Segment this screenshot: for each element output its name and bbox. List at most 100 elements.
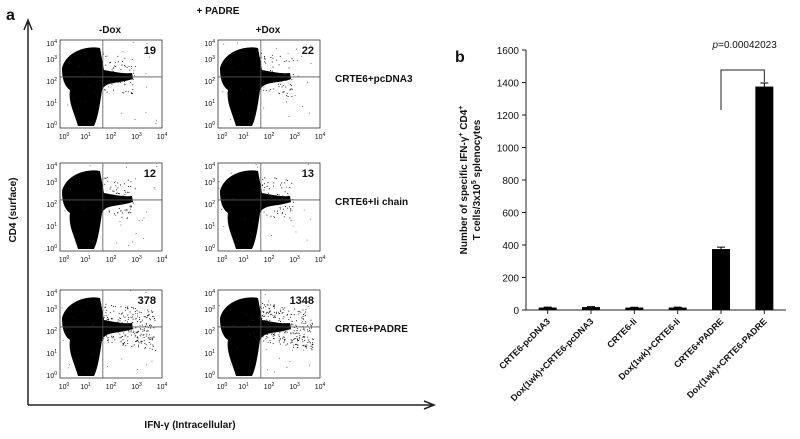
event-dot xyxy=(145,344,147,346)
event-dot xyxy=(282,336,284,338)
event-dot xyxy=(101,339,103,341)
event-dot xyxy=(108,323,110,325)
tick-base: 10 xyxy=(59,134,67,141)
event-dot xyxy=(151,310,152,312)
event-dot xyxy=(150,319,151,321)
axis-line xyxy=(525,50,786,311)
event-dot xyxy=(304,315,306,316)
event-dot xyxy=(128,186,129,187)
event-dot xyxy=(131,322,133,324)
event-dot xyxy=(282,85,284,87)
event-dot xyxy=(303,336,305,338)
event-dot xyxy=(266,71,268,73)
annotation-symbol: p xyxy=(712,40,719,51)
event-dot xyxy=(267,341,269,343)
tick-label: 103 xyxy=(131,132,142,141)
event-dot xyxy=(100,331,101,333)
event-dot xyxy=(264,304,265,306)
event-dot xyxy=(144,343,146,344)
event-dot xyxy=(275,178,277,180)
event-dot xyxy=(231,172,232,174)
event-dot xyxy=(121,336,122,338)
event-dot xyxy=(250,318,252,319)
event-dot xyxy=(105,324,107,326)
event-dot xyxy=(264,57,265,59)
event-dot xyxy=(304,329,306,331)
event-dot xyxy=(278,64,280,66)
event-dot xyxy=(119,75,121,77)
event-dot xyxy=(296,320,297,322)
event-dot xyxy=(283,216,285,218)
event-dot xyxy=(121,216,123,218)
event-dot xyxy=(283,336,285,338)
event-dot xyxy=(136,310,138,312)
event-dot xyxy=(253,332,255,334)
event-dot xyxy=(307,81,308,83)
event-dot xyxy=(122,51,124,53)
tick-exponent: 4 xyxy=(323,132,326,138)
event-dot xyxy=(131,327,133,329)
event-dot xyxy=(135,327,137,329)
tick-base: 10 xyxy=(46,180,54,187)
event-dot xyxy=(284,191,286,193)
event-dot xyxy=(112,70,114,72)
event-dot xyxy=(119,320,121,322)
event-dot xyxy=(103,89,105,91)
y-tick-label: 800 xyxy=(502,176,519,187)
event-dot xyxy=(125,325,126,327)
tick-exponent: 1 xyxy=(212,99,215,105)
event-dot xyxy=(145,292,147,293)
event-dot xyxy=(125,77,127,78)
event-dot xyxy=(258,57,259,59)
event-dot xyxy=(301,322,303,324)
event-dot xyxy=(298,311,300,313)
tick-base: 10 xyxy=(46,291,54,298)
event-dot xyxy=(223,43,225,45)
event-dot xyxy=(107,339,108,341)
event-dot xyxy=(307,163,309,165)
event-dot xyxy=(294,327,295,328)
tick-base: 10 xyxy=(204,291,212,298)
event-dot xyxy=(278,92,279,94)
event-dot xyxy=(291,314,292,315)
event-dot xyxy=(114,195,115,197)
event-dot xyxy=(271,334,273,336)
event-dot xyxy=(264,328,266,330)
event-dot xyxy=(273,330,275,332)
event-dot xyxy=(221,209,223,210)
event-dot xyxy=(267,203,269,205)
event-dot xyxy=(218,181,220,183)
event-dot xyxy=(312,323,313,325)
event-dot xyxy=(311,327,312,329)
event-dot xyxy=(152,346,154,347)
event-dot xyxy=(146,364,148,366)
event-dot xyxy=(286,101,287,103)
event-dot xyxy=(143,334,145,336)
event-dot xyxy=(274,315,276,317)
error-bar xyxy=(587,306,595,309)
event-dot xyxy=(300,311,302,313)
event-dot xyxy=(116,78,117,79)
event-dot xyxy=(145,325,146,327)
event-dot xyxy=(268,308,270,309)
tick-base: 10 xyxy=(289,134,297,141)
tick-label: 103 xyxy=(131,255,142,264)
event-dot xyxy=(122,343,124,344)
event-dot xyxy=(103,209,105,210)
event-dot xyxy=(261,318,263,319)
event-dot xyxy=(283,91,285,93)
event-dot xyxy=(108,327,110,328)
event-dot xyxy=(291,342,293,343)
event-dot xyxy=(265,62,267,64)
event-dot xyxy=(297,75,299,77)
event-dot xyxy=(264,294,266,295)
event-dot xyxy=(151,338,153,339)
tick-base: 10 xyxy=(46,329,54,336)
event-dot xyxy=(258,321,259,323)
tick-label: 101 xyxy=(238,255,249,264)
event-dot xyxy=(135,178,136,180)
event-dot xyxy=(142,330,144,332)
event-dot xyxy=(101,184,103,186)
event-dot xyxy=(100,307,102,309)
event-dot xyxy=(279,313,280,314)
